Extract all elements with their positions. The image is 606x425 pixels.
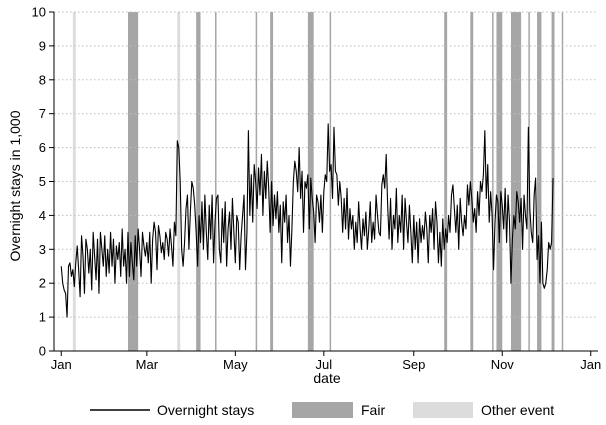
- legend-label: Overnight stays: [157, 402, 254, 418]
- legend-fair-swatch: [292, 402, 353, 418]
- y-axis-title: Overnight stays in 1,000: [7, 110, 23, 261]
- y-tick-label: 1: [39, 310, 46, 325]
- y-tick-label: 4: [39, 208, 46, 223]
- fair-band: [215, 12, 217, 351]
- legend-other-event-swatch: [413, 402, 473, 418]
- y-tick-label: 7: [39, 106, 46, 121]
- fair-band: [492, 12, 494, 351]
- series-layer: [60, 123, 554, 318]
- x-tick-label: Jul: [316, 357, 333, 372]
- y-tick-labels: 0 1 2 3 4 5 6 7 8 9 10: [32, 5, 54, 359]
- x-axis-title: date: [313, 370, 340, 386]
- overnight-stays-line: [60, 123, 554, 318]
- x-tick-label: May: [223, 357, 248, 372]
- y-tick-label: 9: [39, 38, 46, 53]
- y-tick-label: 10: [32, 5, 46, 20]
- fair-band: [255, 12, 258, 351]
- y-tick-label: 2: [39, 276, 46, 291]
- fair-band: [444, 12, 448, 351]
- fair-band: [470, 12, 474, 351]
- fair-band: [127, 12, 139, 351]
- legend-label: Other event: [481, 402, 554, 418]
- y-tick-label: 8: [39, 72, 46, 87]
- x-tick-label: Nov: [491, 357, 515, 372]
- y-tick-label: 6: [39, 140, 46, 155]
- x-tick-label: Mar: [136, 357, 159, 372]
- y-tick-label: 0: [39, 344, 46, 359]
- y-tick-label: 3: [39, 242, 46, 257]
- y-tick-label: 5: [39, 174, 46, 189]
- legend-label: Fair: [361, 402, 385, 418]
- x-tick-labels: Jan Mar May Jul Sep Nov Jan: [51, 351, 601, 372]
- x-tick-label: Jan: [51, 357, 72, 372]
- fair-band: [510, 12, 522, 351]
- x-tick-label: Sep: [402, 357, 425, 372]
- legend: Overnight stays Fair Other event: [90, 402, 554, 418]
- x-tick-label: Jan: [580, 357, 601, 372]
